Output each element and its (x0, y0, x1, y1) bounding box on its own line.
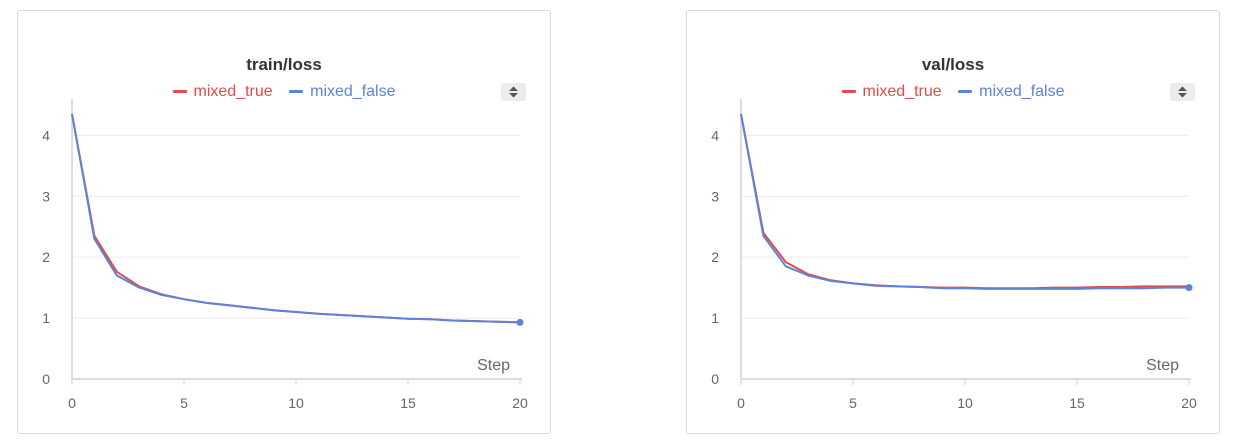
series-line-mixed-true (740, 113, 1189, 290)
x-tick-label: 15 (400, 395, 416, 411)
legend-item-mixed-false[interactable]: mixed_false (958, 83, 1064, 101)
chart-legend: mixed_true mixed_false (18, 83, 550, 101)
y-tick-label: 1 (42, 310, 50, 326)
y-tick-label: 0 (711, 371, 719, 387)
series-endpoint-marker (1185, 284, 1193, 292)
y-tick-label: 4 (42, 127, 50, 143)
y-tick-label: 4 (711, 127, 719, 143)
x-tick-label: 10 (288, 395, 304, 411)
legend-swatch (958, 90, 973, 94)
x-tick-label: 0 (68, 395, 76, 411)
y-tick-label: 0 (42, 371, 50, 387)
plot-area: 0 1 2 3 4 0 5 10 15 20 Step (42, 99, 528, 411)
legend-item-mixed-true[interactable]: mixed_true (841, 83, 942, 101)
x-tick-label: 20 (1181, 395, 1197, 411)
plot-area: 0 1 2 3 4 0 5 10 15 20 Step (711, 99, 1197, 411)
chart-panel-val-loss: val/loss mixed_true mixed_false 0 1 2 3 4 0 5 1… (686, 10, 1220, 434)
series-line-mixed-true (71, 113, 521, 324)
x-tick-label: 15 (1069, 395, 1085, 411)
x-tick-label: 10 (957, 395, 973, 411)
legend-label: mixed_true (862, 83, 942, 100)
sort-arrows-icon (1178, 86, 1187, 98)
x-tick-label: 20 (512, 395, 528, 411)
chart-title: val/loss (921, 55, 985, 74)
sort-button[interactable] (1170, 83, 1195, 101)
legend-swatch (289, 90, 304, 94)
legend-label: mixed_false (310, 83, 396, 100)
series-line-mixed-false (740, 113, 1189, 290)
legend-swatch (841, 90, 856, 94)
sort-button[interactable] (501, 83, 526, 101)
x-tick-label: 5 (180, 395, 188, 411)
legend-swatch (172, 90, 187, 94)
legend-item-mixed-false[interactable]: mixed_false (289, 83, 395, 101)
series-endpoint-marker (516, 318, 524, 326)
chart-legend: mixed_true mixed_false (687, 83, 1219, 101)
y-tick-label: 1 (711, 310, 719, 326)
y-tick-label: 3 (42, 188, 50, 204)
chart-title: train/loss (246, 55, 322, 74)
series-line-mixed-false (71, 113, 521, 324)
y-tick-label: 3 (711, 188, 719, 204)
sort-arrows-icon (509, 86, 518, 98)
x-tick-label: 5 (849, 395, 857, 411)
x-tick-label: 0 (737, 395, 745, 411)
y-tick-label: 2 (42, 249, 50, 265)
legend-item-mixed-true[interactable]: mixed_true (172, 83, 273, 101)
legend-label: mixed_true (193, 83, 273, 100)
x-axis-title: Step (477, 357, 510, 374)
legend-label: mixed_false (979, 83, 1065, 100)
x-axis-title: Step (1146, 357, 1179, 374)
y-tick-label: 2 (711, 249, 719, 265)
